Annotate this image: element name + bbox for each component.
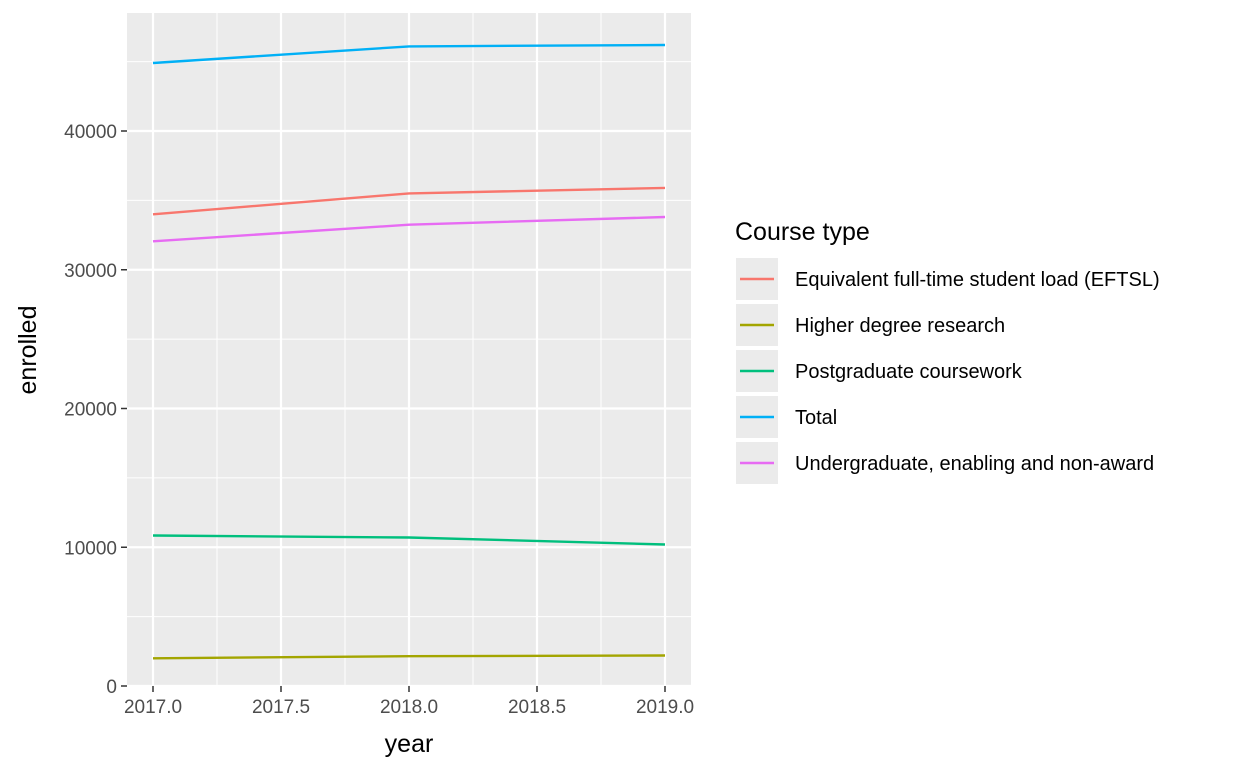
x-axis: 2017.0 2017.5 2018.0 2018.5 2019.0 <box>124 686 694 718</box>
legend-label: Undergraduate, enabling and non-award <box>795 453 1154 475</box>
y-axis: 0 10000 20000 30000 40000 <box>64 122 127 698</box>
legend-item: Undergraduate, enabling and non-award <box>736 442 1154 484</box>
series-line <box>152 43 666 65</box>
y-tick-label: 20000 <box>64 400 117 421</box>
y-tick-label: 40000 <box>64 122 117 143</box>
legend-label: Postgraduate coursework <box>795 361 1023 383</box>
y-tick-label: 10000 <box>64 538 117 559</box>
series-line <box>152 215 666 243</box>
y-axis-title: enrolled <box>14 306 42 395</box>
series-line <box>152 654 666 660</box>
x-tick-label: 2019.0 <box>636 697 694 718</box>
y-tick-label: 30000 <box>64 261 117 282</box>
legend-item: Total <box>736 396 837 438</box>
series-lines <box>152 43 666 660</box>
series-line <box>152 534 666 546</box>
series-line <box>152 186 666 216</box>
y-tick-label: 0 <box>106 677 117 698</box>
x-axis-title: year <box>385 730 434 758</box>
legend-label: Equivalent full-time student load (EFTSL… <box>795 269 1160 291</box>
legend-label: Total <box>795 407 837 429</box>
legend-item: Postgraduate coursework <box>736 350 1023 392</box>
legend: Equivalent full-time student load (EFTSL… <box>736 258 1160 484</box>
x-tick-label: 2018.5 <box>508 697 566 718</box>
x-tick-label: 2017.0 <box>124 697 182 718</box>
legend-item: Equivalent full-time student load (EFTSL… <box>736 258 1160 300</box>
x-tick-label: 2017.5 <box>252 697 310 718</box>
x-tick-label: 2018.0 <box>380 697 438 718</box>
legend-label: Higher degree research <box>795 315 1005 337</box>
legend-title: Course type <box>735 218 870 246</box>
legend-item: Higher degree research <box>736 304 1005 346</box>
